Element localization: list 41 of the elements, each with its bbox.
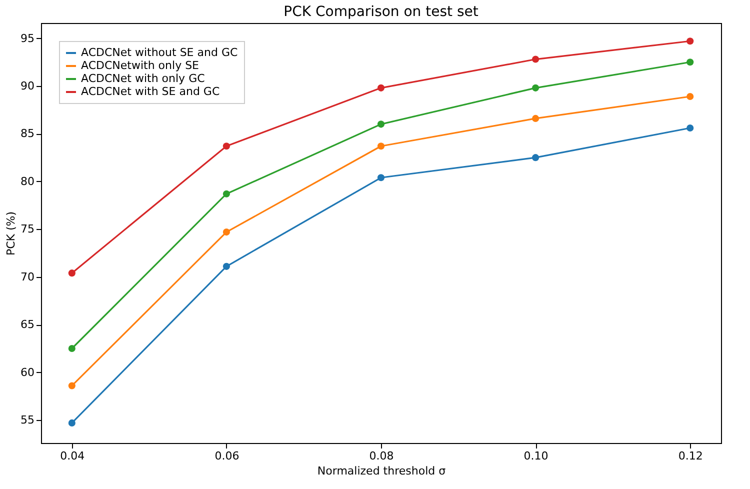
- x-tick-label: 0.10: [524, 450, 548, 462]
- y-tick-label: 90: [20, 80, 34, 92]
- chart-title: PCK Comparison on test set: [284, 4, 479, 20]
- x-tick-label: 0.08: [369, 450, 394, 462]
- y-tick-label: 95: [20, 32, 34, 45]
- point: [377, 174, 385, 182]
- point: [377, 142, 385, 150]
- y-tick-label: 80: [20, 174, 34, 188]
- point: [686, 58, 694, 66]
- legend-label: ACDCNetwith only SE: [81, 59, 200, 72]
- point: [222, 262, 230, 270]
- y-tick-label: 70: [20, 270, 34, 284]
- y-tick-label: 65: [20, 318, 34, 332]
- point: [686, 92, 694, 100]
- point: [532, 56, 540, 63]
- point: [68, 270, 76, 277]
- y-tick-label: 60: [20, 366, 34, 379]
- point: [377, 120, 385, 128]
- point: [68, 382, 76, 390]
- point: [686, 38, 694, 45]
- y-tick-label: 55: [20, 414, 34, 427]
- legend-label: ACDCNet with SE and GC: [81, 85, 220, 98]
- x-tick-label: 0.04: [60, 450, 85, 462]
- x-tick-label: 0.06: [214, 450, 240, 462]
- y-tick-label: 75: [20, 222, 34, 236]
- point: [532, 84, 540, 92]
- y-tick-label: 85: [20, 127, 34, 140]
- y-axis-title: PCK (%): [4, 211, 18, 256]
- point: [68, 344, 76, 352]
- x-axis-title: Normalized threshold σ: [317, 464, 446, 478]
- point: [222, 228, 230, 236]
- x-tick-label: 0.12: [678, 450, 703, 462]
- point: [532, 154, 540, 162]
- legend-label: ACDCNet without SE and GC: [81, 46, 238, 59]
- legend-label: ACDCNet with only GC: [81, 72, 206, 85]
- point: [222, 190, 230, 198]
- point: [222, 142, 230, 150]
- point: [532, 114, 540, 122]
- point: [686, 124, 694, 132]
- point: [377, 84, 385, 92]
- point: [68, 419, 76, 426]
